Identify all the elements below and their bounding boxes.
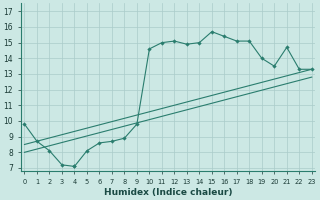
X-axis label: Humidex (Indice chaleur): Humidex (Indice chaleur) bbox=[104, 188, 232, 197]
